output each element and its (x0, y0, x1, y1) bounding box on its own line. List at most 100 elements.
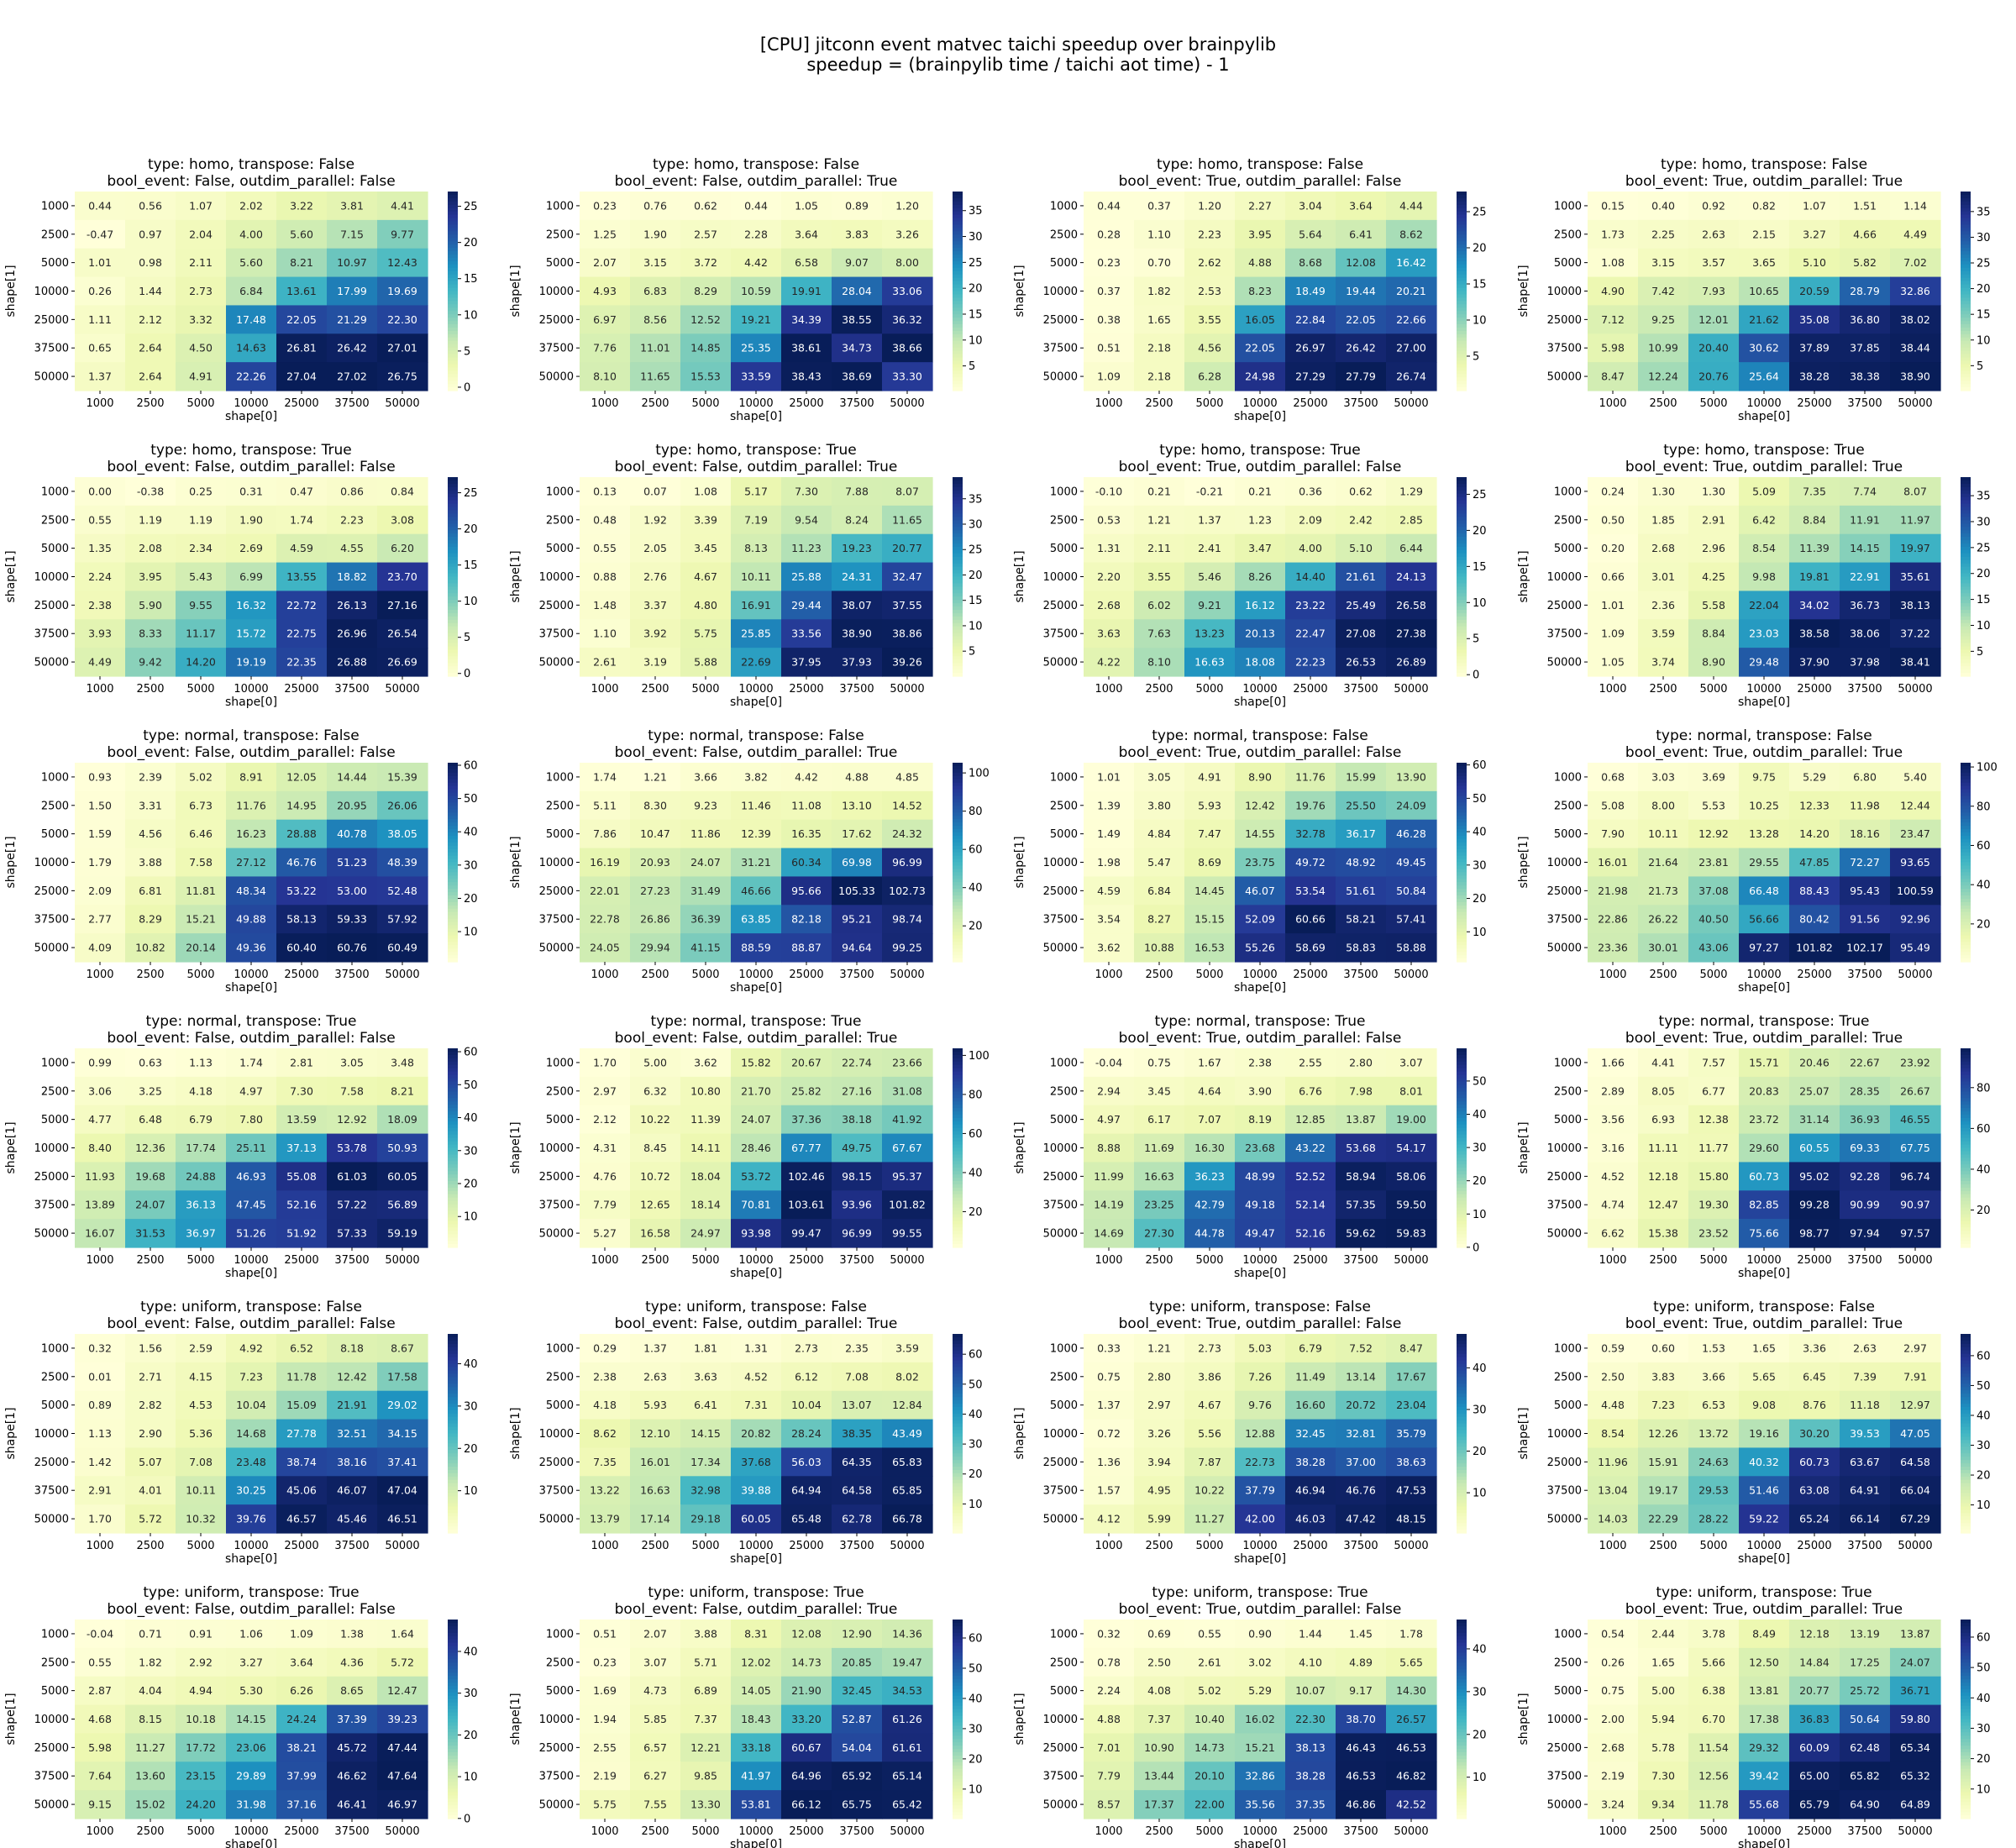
cell-value-label: 1.82 (1147, 285, 1171, 297)
cell-value-label: 1.07 (189, 199, 213, 212)
heatmap-cell (1638, 1219, 1689, 1248)
colorbar-segment (448, 782, 458, 787)
colorbar-segment (1457, 207, 1467, 213)
heatmap-cell (580, 1362, 631, 1392)
colorbar-segment (1457, 1051, 1467, 1056)
heatmap-cell (781, 648, 832, 677)
cell-value-label: 5.10 (1349, 542, 1373, 554)
colorbar-segment (1961, 483, 1971, 488)
colorbar-segment (1457, 1463, 1467, 1467)
heatmap-cell (176, 562, 227, 592)
cell-value-label: 0.20 (1601, 542, 1625, 554)
colorbar-segment (1457, 221, 1467, 226)
colorbar-segment (953, 799, 963, 803)
colorbar-segment (1457, 1413, 1467, 1418)
colorbar-segment (1457, 543, 1467, 548)
cell-value-label: 16.63 (640, 1484, 670, 1497)
colorbar-segment (1457, 1761, 1467, 1767)
colorbar-segment (953, 211, 963, 216)
cell-value-label: 4.04 (139, 1684, 162, 1697)
colorbar-segment (953, 1526, 963, 1530)
heatmap-cell (1134, 763, 1185, 792)
heatmap-cell (1184, 305, 1236, 334)
y-axis-label: shape[1] (1013, 836, 1026, 888)
heatmap-cell (680, 790, 732, 821)
heatmap-cell (1285, 219, 1336, 249)
y-tick-label: 10000 (34, 857, 69, 869)
heatmap-cell (1386, 1419, 1437, 1449)
colorbar-segment (1961, 537, 1971, 541)
colorbar-segment (1961, 806, 1971, 810)
heatmap-cell (1336, 819, 1387, 849)
colorbar-segment (1457, 546, 1467, 551)
colorbar-segment (1961, 872, 1971, 876)
heatmap-cell (1890, 1390, 1941, 1420)
cell-value-label: 13.28 (1749, 827, 1779, 840)
cell-value-label: 90.97 (1900, 1199, 1930, 1211)
heatmap-cell (327, 619, 378, 648)
cell-value-label: 55.68 (1749, 1798, 1779, 1811)
heatmap-cell (377, 562, 428, 592)
colorbar-segment (1457, 533, 1467, 538)
cell-value-label: 1.07 (1803, 199, 1826, 212)
y-axis-label: shape[1] (1013, 1693, 1026, 1745)
cell-value-label: 67.29 (1900, 1513, 1930, 1525)
colorbar-segment (1457, 795, 1467, 801)
cell-value-label: 12.01 (1698, 313, 1729, 326)
colorbar-segment (1961, 838, 1971, 843)
cell-value-label: 36.23 (1194, 1170, 1225, 1183)
heatmap-cell (680, 333, 732, 363)
colorbar-segment (1961, 496, 1971, 501)
colorbar-segment (1961, 1775, 1971, 1780)
colorbar-segment (448, 619, 458, 624)
colorbar-segment (448, 384, 458, 388)
y-tick-label: 50000 (539, 1799, 574, 1812)
colorbar-segment (448, 1098, 458, 1102)
y-tick-label: 37500 (34, 1771, 69, 1783)
heatmap-cell (731, 305, 782, 334)
heatmap-cell (580, 1390, 631, 1420)
cell-value-label: 4.10 (1299, 1656, 1322, 1668)
heatmap-cell (1688, 1790, 1740, 1819)
cell-value-label: 0.89 (845, 199, 869, 212)
cell-value-label: 11.69 (1144, 1142, 1174, 1154)
heatmap-cell (1638, 1362, 1689, 1392)
cell-value-label: 10.32 (186, 1513, 216, 1525)
colorbar-segment (448, 1111, 458, 1116)
colorbar-segment (1961, 1666, 1971, 1670)
heatmap-cell (680, 533, 732, 564)
heatmap-cell (125, 933, 176, 963)
heatmap-cell (226, 248, 277, 278)
x-tick-label: 10000 (738, 1254, 773, 1267)
heatmap-cell (781, 333, 832, 363)
colorbar-tick-label: 30 (1473, 859, 1487, 872)
heatmap-cell (1890, 591, 1941, 620)
y-tick-label: 2500 (41, 1656, 69, 1669)
heatmap-cell (1235, 1447, 1286, 1477)
y-tick-label: 50000 (1043, 1228, 1078, 1241)
colorbar-segment (1457, 357, 1467, 362)
cell-value-label: 13.81 (1749, 1684, 1779, 1697)
colorbar-segment (953, 1625, 963, 1630)
colorbar-segment (1457, 1735, 1467, 1740)
heatmap-cell (1890, 1048, 1941, 1078)
heatmap-cell (580, 219, 631, 249)
cell-value-label: 2.85 (1399, 513, 1423, 526)
colorbar-segment (953, 533, 963, 538)
cell-value-label: 20.93 (640, 856, 670, 869)
cell-value-label: 8.65 (340, 1684, 364, 1697)
cell-value-label: 2.25 (1651, 228, 1675, 240)
heatmap-cell (630, 362, 681, 391)
heatmap-cell (1336, 876, 1387, 906)
colorbar-segment (1457, 792, 1467, 797)
cell-value-label: 27.23 (640, 885, 670, 897)
colorbar-segment (1457, 1406, 1467, 1411)
colorbar-tick-label: 30 (969, 1439, 983, 1452)
heatmap-cell (1336, 1105, 1387, 1135)
colorbar-segment (448, 636, 458, 641)
colorbar-segment (1961, 1147, 1971, 1152)
colorbar-segment (1457, 1217, 1467, 1221)
colorbar-tick-label: 10 (1977, 1783, 1991, 1796)
colorbar-segment (1961, 1200, 1971, 1205)
x-axis-label: shape[0] (225, 1838, 277, 1848)
